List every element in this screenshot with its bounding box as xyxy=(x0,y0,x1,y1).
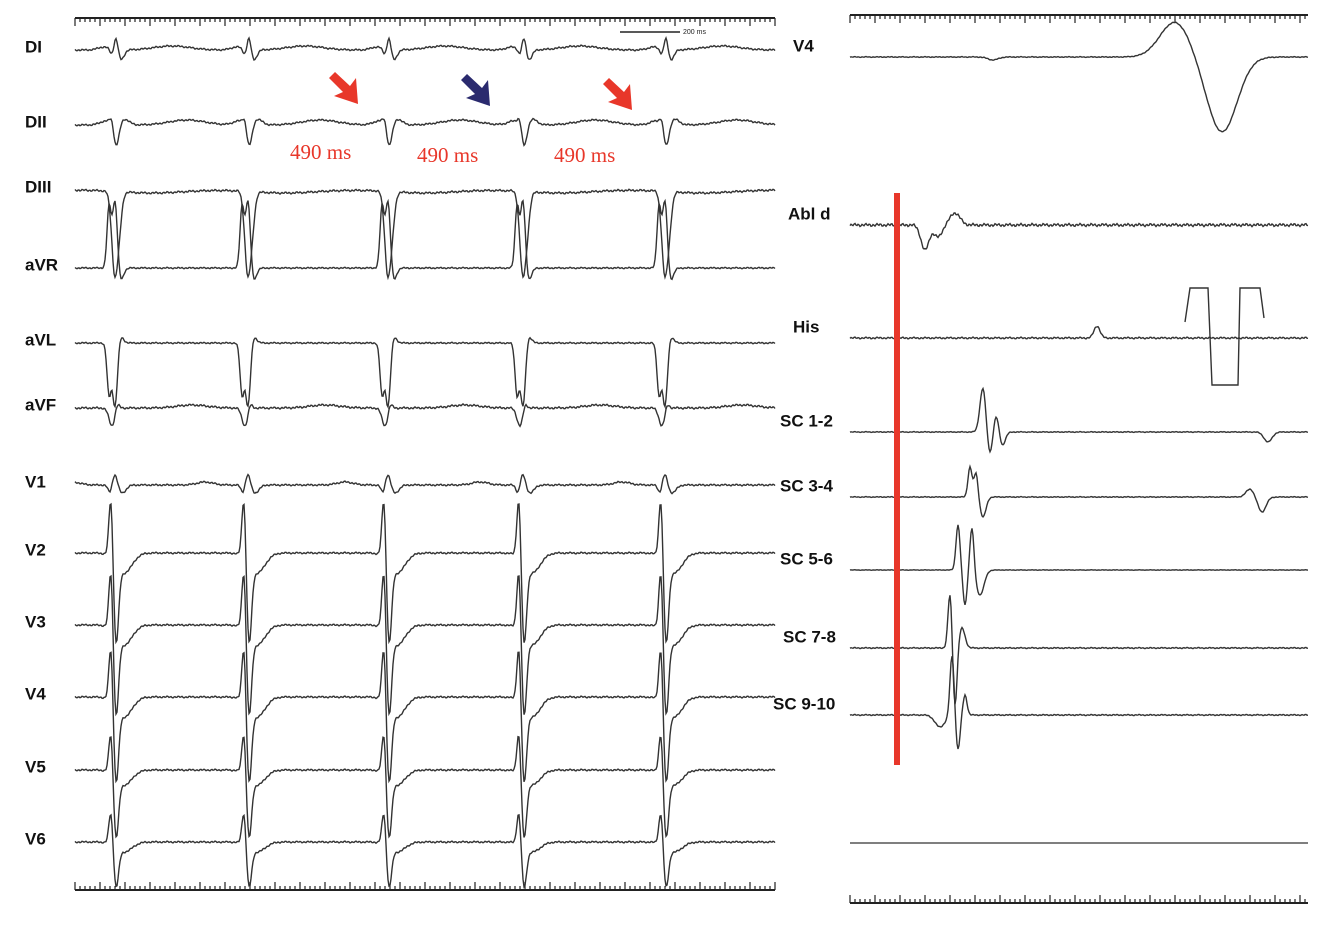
waveform xyxy=(74,735,776,839)
waveform xyxy=(74,651,776,784)
waveform xyxy=(849,656,1308,750)
channel-label: Abl d xyxy=(788,204,831,223)
waveform xyxy=(74,198,776,281)
waveform xyxy=(74,574,776,717)
ruler-ticks xyxy=(74,18,776,26)
lead-label: aVL xyxy=(25,330,56,349)
ruler-ticks xyxy=(74,882,776,890)
waveform xyxy=(849,464,1309,518)
waveform xyxy=(849,325,1309,340)
arrow xyxy=(461,74,490,106)
channel-label: SC 3-4 xyxy=(780,476,833,495)
waveform xyxy=(74,502,776,645)
lead-label: V3 xyxy=(25,612,46,631)
waveform xyxy=(849,524,1308,605)
channel-label: SC 5-6 xyxy=(780,549,833,568)
lead-label: V5 xyxy=(25,757,46,776)
waveform xyxy=(849,21,1309,133)
interval-label: 490 ms xyxy=(290,140,351,164)
scale-label: 200 ms xyxy=(683,29,706,36)
waveform xyxy=(74,188,776,281)
lead-label: DI xyxy=(25,37,42,56)
waveform xyxy=(849,212,1309,250)
waveform xyxy=(74,117,776,147)
lead-label: DIII xyxy=(25,177,51,196)
interval-label: 490 ms xyxy=(417,143,478,167)
arrow xyxy=(603,78,632,110)
waveform xyxy=(849,595,1308,705)
pacing-artifact xyxy=(1184,287,1265,386)
waveform xyxy=(74,35,776,61)
lead-label: aVR xyxy=(25,255,58,274)
waveform xyxy=(74,473,776,495)
lead-label: DII xyxy=(25,112,47,131)
channel-label: V4 xyxy=(793,36,814,55)
waveform xyxy=(849,386,1309,454)
lead-label: V4 xyxy=(25,684,46,703)
channel-label: His xyxy=(793,317,819,336)
lead-label: V6 xyxy=(25,829,46,848)
waveform xyxy=(74,336,776,410)
channel-label: SC 1-2 xyxy=(780,411,833,430)
arrow xyxy=(329,72,358,104)
traces: DI DII DIII aVR aVL aVF V1 V2 V3 V4 V5 V6 V4 Abl d His… xyxy=(25,14,1309,904)
waveform xyxy=(74,402,776,428)
lead-label: aVF xyxy=(25,395,56,414)
channel-label: SC 7-8 xyxy=(783,627,836,646)
lead-label: V1 xyxy=(25,472,46,491)
ruler-ticks xyxy=(849,15,1306,23)
interval-label: 490 ms xyxy=(554,143,615,167)
channel-label: SC 9-10 xyxy=(773,694,835,713)
ruler-ticks xyxy=(849,895,1306,903)
waveform xyxy=(74,813,776,889)
lead-label: V2 xyxy=(25,540,46,559)
